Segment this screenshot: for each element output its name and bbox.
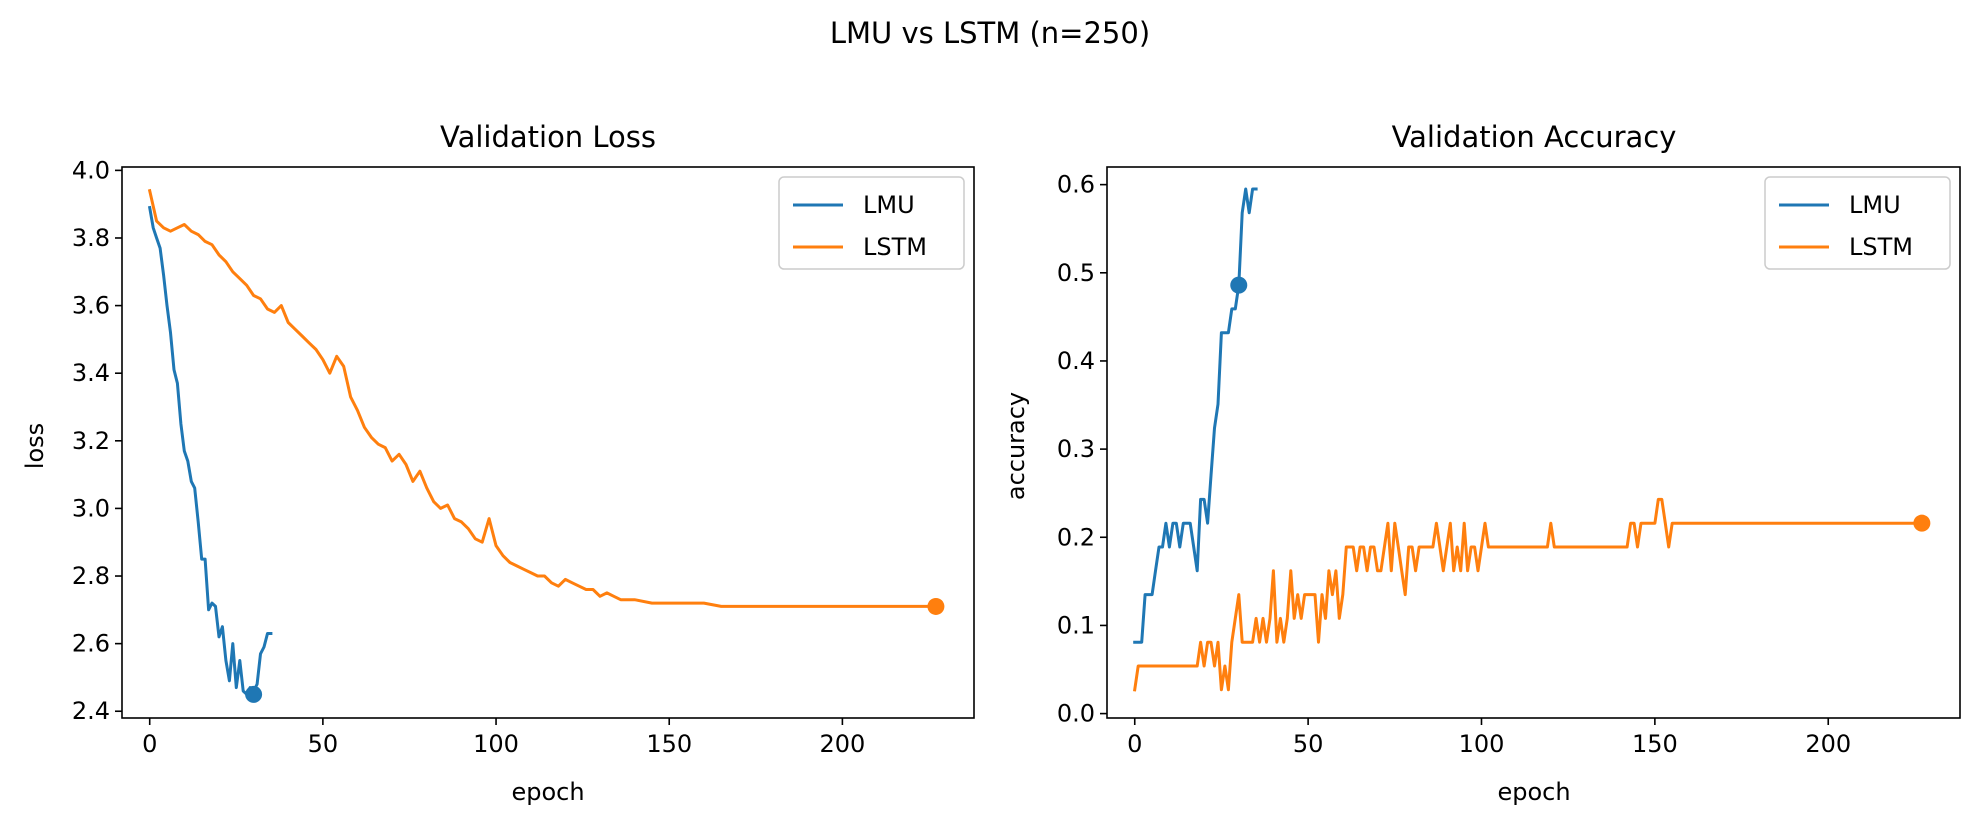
- loss-y-axis-label: loss: [21, 423, 49, 469]
- accuracy-best-point-lmu: [1230, 276, 1248, 294]
- accuracy-y-tick-label: 0.0: [1057, 700, 1095, 728]
- loss-y-tick-label: 3.6: [72, 292, 110, 320]
- accuracy-y-tick-label: 0.4: [1057, 347, 1095, 375]
- loss-y-tick-label: 4.0: [72, 156, 110, 184]
- loss-y-tick-label: 3.4: [72, 359, 110, 387]
- loss-legend-label-lmu: LMU: [863, 191, 915, 219]
- loss-y-tick-label: 3.8: [72, 224, 110, 252]
- accuracy-series-line-lmu: [1133, 187, 1258, 644]
- loss-x-tick-label: 200: [819, 730, 865, 758]
- accuracy-legend: LMU LSTM: [1764, 176, 1951, 270]
- loss-chart-title: Validation Loss: [440, 120, 656, 154]
- accuracy-x-tick-label: 50: [1293, 730, 1324, 758]
- loss-x-axis-label: epoch: [511, 778, 584, 806]
- accuracy-legend-label-lmu: LMU: [1849, 191, 1901, 219]
- loss-axes-frame: [121, 166, 975, 719]
- validation-accuracy-panel: Validation Accuracy epoch accuracy 0 50 10…: [1002, 120, 1961, 806]
- loss-best-point-lmu: [245, 685, 263, 703]
- loss-best-point-lstm: [927, 597, 945, 615]
- accuracy-chart-title: Validation Accuracy: [1392, 120, 1677, 154]
- figure-suptitle: LMU vs LSTM (n=250): [830, 16, 1150, 50]
- loss-y-tick-label: 2.4: [72, 697, 110, 725]
- accuracy-legend-label-lstm: LSTM: [1849, 233, 1913, 261]
- accuracy-plot-area: 0 50 100 150 200 0.0 0.1 0.2 0.3 0.4 0.5 0.6: [1057, 166, 1961, 758]
- loss-x-tick-label: 100: [473, 730, 519, 758]
- accuracy-series-line-lstm: [1132, 497, 1924, 692]
- accuracy-y-axis-label: accuracy: [1002, 392, 1030, 500]
- loss-x-tick-label: 150: [646, 730, 692, 758]
- accuracy-axes-frame: [1106, 166, 1961, 719]
- loss-series-line-lstm: [147, 188, 938, 608]
- accuracy-y-tick-label: 0.6: [1057, 171, 1095, 199]
- loss-y-tick-label: 2.8: [72, 562, 110, 590]
- validation-loss-panel: Validation Loss epoch loss 0 50 100 150 200 2…: [21, 120, 975, 806]
- loss-plot-area: 0 50 100 150 200 2.4 2.6 2.8 3.0 3.2 3.4 3.6 3.8 4.0: [72, 156, 975, 758]
- loss-y-tick-label: 3.0: [72, 494, 110, 522]
- loss-x-tick-label: 50: [308, 730, 339, 758]
- accuracy-y-tick-label: 0.3: [1057, 435, 1095, 463]
- accuracy-y-tick-label: 0.1: [1057, 611, 1095, 639]
- loss-legend-label-lstm: LSTM: [863, 233, 927, 261]
- accuracy-x-tick-label: 0: [1127, 730, 1142, 758]
- accuracy-x-tick-label: 200: [1805, 730, 1851, 758]
- accuracy-x-tick-label: 100: [1459, 730, 1505, 758]
- accuracy-y-tick-label: 0.2: [1057, 523, 1095, 551]
- accuracy-x-tick-label: 150: [1632, 730, 1678, 758]
- accuracy-best-point-lstm: [1913, 514, 1931, 532]
- loss-legend: LMU LSTM: [778, 176, 965, 270]
- accuracy-y-tick-label: 0.5: [1057, 259, 1095, 287]
- accuracy-x-axis-label: epoch: [1497, 778, 1570, 806]
- loss-y-tick-label: 3.2: [72, 427, 110, 455]
- loss-x-tick-label: 0: [142, 730, 157, 758]
- loss-y-tick-label: 2.6: [72, 630, 110, 658]
- accuracy-series-group: [1132, 187, 1924, 692]
